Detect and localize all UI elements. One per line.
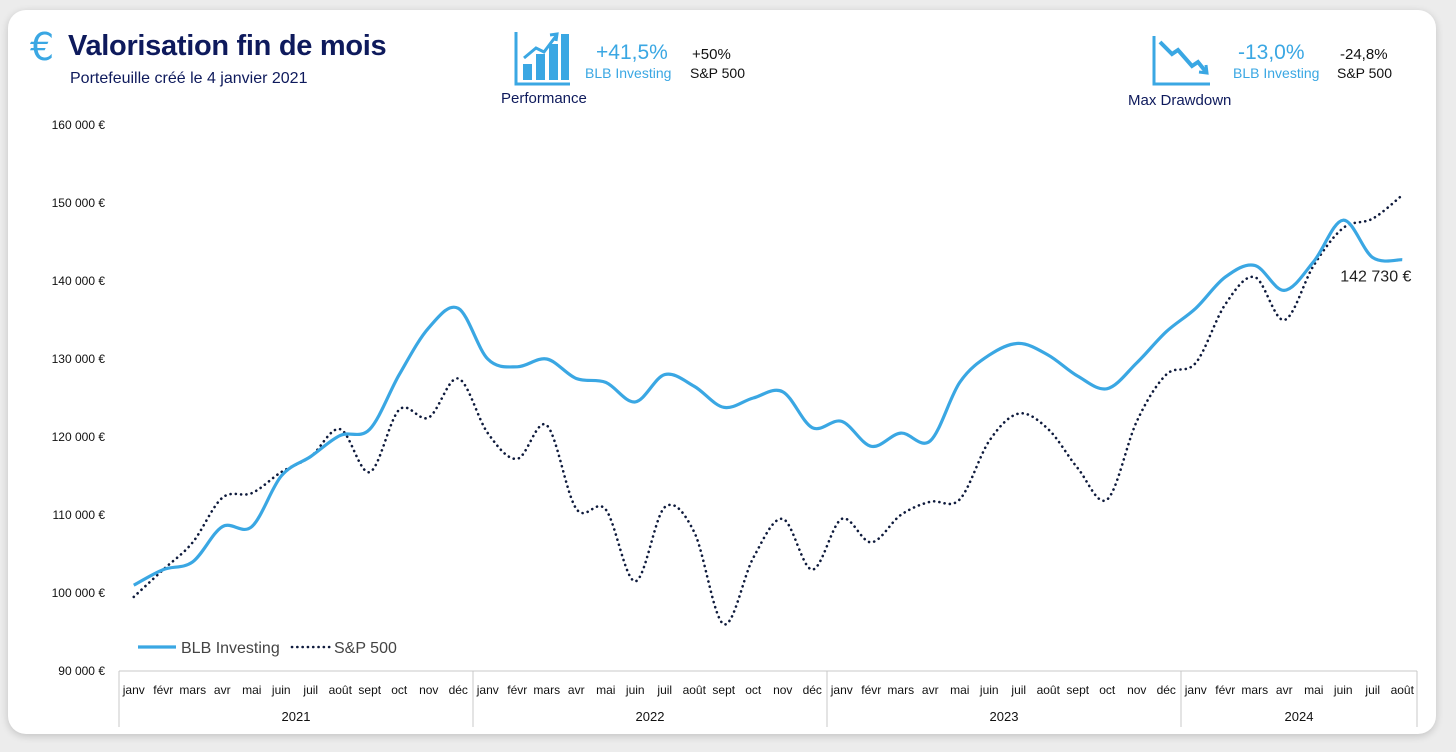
y-tick-label: 120 000 €: [52, 430, 106, 444]
x-tick-label: janv: [1184, 683, 1207, 697]
x-tick-label: avr: [214, 683, 231, 697]
performance-blb-label: BLB Investing: [585, 65, 672, 81]
drawdown-blb-value: -13,0%: [1238, 41, 1305, 64]
x-tick-label: août: [1037, 683, 1061, 697]
x-tick-label: juil: [656, 683, 672, 697]
year-label: 2024: [1285, 709, 1314, 724]
x-tick-label: févr: [861, 683, 881, 697]
legend-label-blb: BLB Investing: [181, 640, 280, 657]
y-tick-label: 100 000 €: [52, 586, 106, 600]
y-tick-label: 90 000 €: [58, 664, 105, 678]
drawdown-sp-label: S&P 500: [1337, 65, 1393, 81]
performance-sp-value: +50%: [692, 46, 731, 63]
x-tick-label: juin: [271, 683, 291, 697]
performance-caption: Performance: [501, 90, 587, 107]
series-line-blb-investing: [132, 218, 1403, 587]
x-tick-label: sept: [358, 683, 381, 697]
x-tick-label: août: [1391, 683, 1415, 697]
x-tick-label: mai: [1304, 683, 1323, 697]
x-tick-label: juil: [1010, 683, 1026, 697]
x-tick-label: juin: [979, 683, 999, 697]
x-tick-label: juil: [302, 683, 318, 697]
x-tick-label: févr: [507, 683, 527, 697]
x-tick-label: mai: [950, 683, 969, 697]
x-tick-label: oct: [391, 683, 408, 697]
performance-blb-value: +41,5%: [596, 41, 668, 64]
page-subtitle: Portefeuille créé le 4 janvier 2021: [70, 70, 308, 87]
x-tick-label: juin: [1333, 683, 1353, 697]
year-label: 2022: [636, 709, 665, 724]
x-tick-label: mars: [533, 683, 560, 697]
chart-card: € Valorisation fin de mois Portefeuille …: [8, 10, 1436, 734]
x-tick-label: nov: [1127, 683, 1146, 697]
x-tick-label: mars: [1241, 683, 1268, 697]
x-tick-label: avr: [568, 683, 585, 697]
line-chart: 90 000 € 100 000 € 110 000 € 120 000 € 130 0…: [52, 118, 1418, 727]
x-tick-label: oct: [745, 683, 762, 697]
x-tick-label: févr: [153, 683, 173, 697]
drawdown-caption: Max Drawdown: [1128, 92, 1232, 109]
series-line-sp500: [132, 193, 1404, 626]
euro-icon: €: [30, 25, 55, 69]
drawdown-sp-value: -24,8%: [1340, 46, 1388, 63]
chart-down-icon: [1152, 36, 1210, 86]
drawdown-blb-label: BLB Investing: [1233, 65, 1320, 81]
legend-label-sp500: S&P 500: [334, 640, 397, 657]
data-label-last-value: 142 730 €: [1340, 269, 1411, 286]
x-tick-label: avr: [1276, 683, 1293, 697]
bar-chart-up-icon: [514, 32, 570, 86]
x-tick-label: mai: [242, 683, 261, 697]
x-tick-label: mars: [179, 683, 206, 697]
x-tick-label: mai: [596, 683, 615, 697]
x-tick-label: août: [683, 683, 707, 697]
x-tick-label: déc: [1157, 683, 1176, 697]
x-tick-label: mars: [887, 683, 914, 697]
y-tick-label: 140 000 €: [52, 274, 106, 288]
year-label: 2023: [990, 709, 1019, 724]
y-tick-label: 160 000 €: [52, 118, 106, 132]
x-tick-label: févr: [1215, 683, 1235, 697]
page-title: Valorisation fin de mois: [68, 30, 387, 62]
x-tick-label: sept: [1066, 683, 1089, 697]
performance-sp-label: S&P 500: [690, 65, 746, 81]
x-tick-label: nov: [419, 683, 438, 697]
x-tick-label: déc: [803, 683, 822, 697]
x-tick-label: avr: [922, 683, 939, 697]
year-label: 2021: [282, 709, 311, 724]
x-tick-label: nov: [773, 683, 792, 697]
x-tick-label: sept: [712, 683, 735, 697]
y-tick-label: 130 000 €: [52, 352, 106, 366]
x-tick-label: déc: [449, 683, 468, 697]
x-tick-label: janv: [122, 683, 145, 697]
y-tick-label: 110 000 €: [53, 508, 106, 522]
x-tick-label: août: [329, 683, 353, 697]
y-tick-label: 150 000 €: [52, 196, 106, 210]
x-tick-label: oct: [1099, 683, 1116, 697]
x-tick-label: janv: [830, 683, 853, 697]
x-tick-label: juil: [1364, 683, 1380, 697]
x-tick-label: juin: [625, 683, 645, 697]
x-tick-label: janv: [476, 683, 499, 697]
